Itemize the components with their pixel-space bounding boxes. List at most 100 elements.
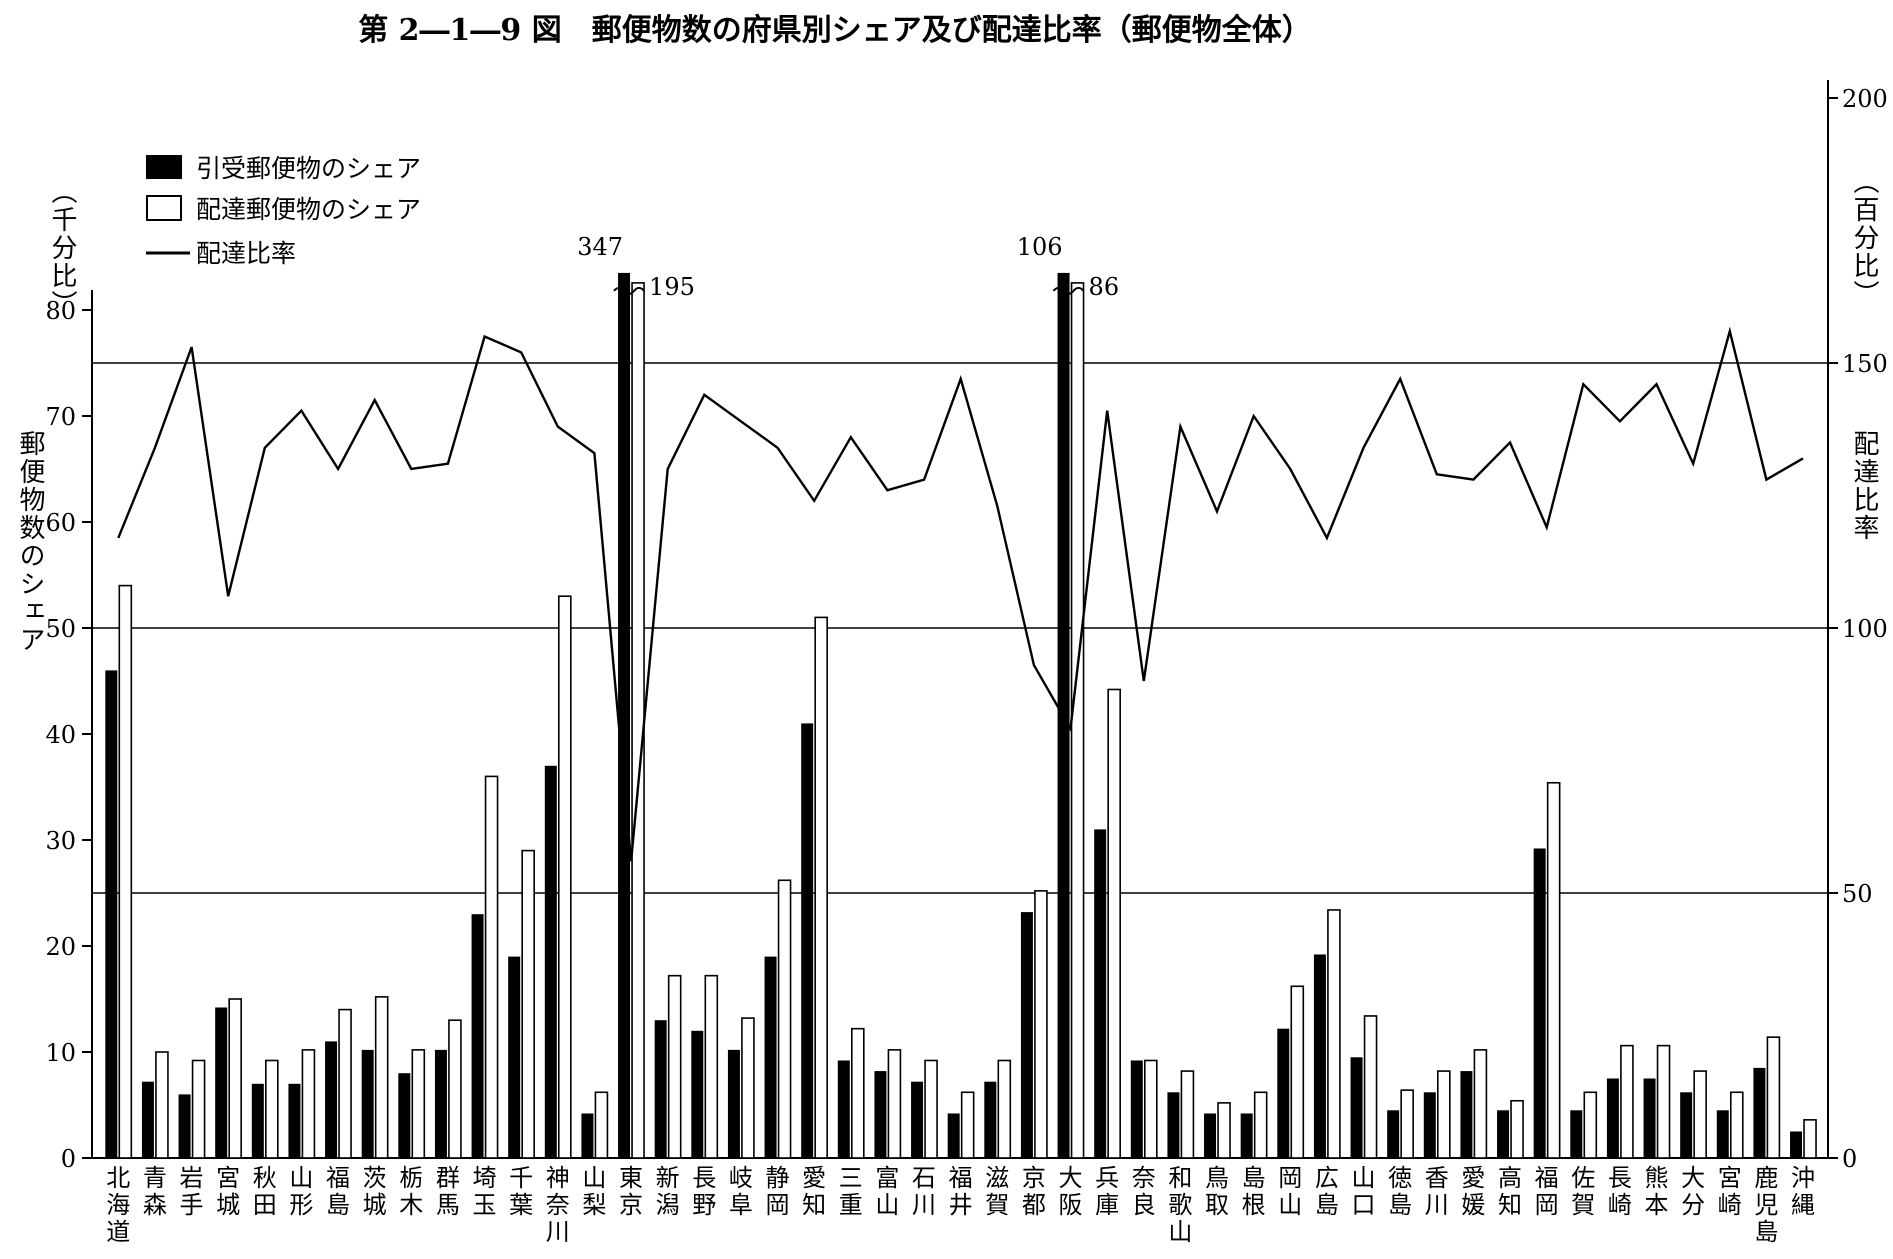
category-label: 青森	[143, 1164, 167, 1219]
bar-accepted	[1570, 1110, 1583, 1158]
bar-accepted	[581, 1113, 594, 1158]
category-label: 長崎	[1608, 1164, 1632, 1219]
category-label: 香川	[1425, 1164, 1449, 1219]
category-label: 岩手	[180, 1164, 204, 1219]
bar-delivered	[301, 1049, 316, 1159]
bar-accepted	[654, 1020, 667, 1158]
break-label-accepted: 106	[1017, 233, 1063, 261]
ratio-line	[117, 326, 1804, 862]
category-label: 鹿児島	[1754, 1164, 1778, 1246]
bar-accepted	[398, 1073, 411, 1158]
bar-delivered	[1400, 1089, 1414, 1159]
category-label: 秋田	[253, 1164, 277, 1219]
break-labels: 347 195 106 86	[577, 233, 1119, 301]
right-axis-unit: （百分比）	[1849, 168, 1879, 308]
axis-break-mark	[1052, 286, 1085, 295]
bar-accepted	[1423, 1092, 1436, 1158]
bar-delivered	[777, 879, 792, 1159]
right-tick-label: 150	[1842, 350, 1888, 378]
legend-label-accepted: 引受郵便物のシェア	[196, 154, 421, 183]
bar-accepted	[215, 1007, 228, 1158]
bar-delivered	[1290, 985, 1305, 1159]
bar-delivered	[1363, 1015, 1378, 1159]
ratio-polyline	[117, 326, 1804, 862]
category-label: 岐阜	[729, 1164, 753, 1219]
bar-delivered	[1766, 1036, 1781, 1159]
bar-delivered	[411, 1049, 426, 1159]
bar-accepted	[1167, 1092, 1180, 1158]
category-label: 群馬	[436, 1164, 460, 1219]
bar-accepted	[1277, 1028, 1290, 1158]
bar-delivered	[265, 1059, 279, 1159]
bar-accepted	[1094, 829, 1107, 1158]
category-label: 広島	[1315, 1164, 1339, 1219]
bar-delivered	[1510, 1099, 1524, 1159]
bar-accepted	[1460, 1071, 1473, 1158]
left-tick-label: 30	[45, 827, 76, 855]
right-axis-label: 配達比率	[1849, 430, 1879, 542]
left-tick-label: 60	[45, 509, 76, 537]
category-label: 島根	[1242, 1164, 1266, 1219]
bar-accepted	[1790, 1131, 1803, 1158]
bar-delivered	[1803, 1119, 1817, 1159]
category-label: 熊本	[1645, 1164, 1669, 1219]
bar-delivered	[191, 1059, 206, 1159]
bar-accepted	[874, 1071, 887, 1158]
bar-delivered	[374, 996, 389, 1159]
bar-delivered	[228, 998, 242, 1159]
left-axis: 0 10 20 30 40 50 60 70 80 （千分比） 郵便物数のシェア	[15, 178, 93, 1173]
bar-accepted	[1716, 1110, 1729, 1158]
category-label: 奈良	[1132, 1164, 1156, 1219]
bar-delivered	[1546, 781, 1561, 1159]
bar-accepted	[1204, 1113, 1217, 1158]
bar-accepted	[764, 956, 777, 1158]
category-label: 東京	[619, 1164, 643, 1219]
category-label: 石川	[912, 1164, 936, 1219]
bar-accepted	[1130, 1060, 1143, 1158]
left-tick-label: 80	[45, 297, 76, 325]
bar-delivered	[338, 1008, 352, 1159]
legend-swatch-delivered	[146, 195, 182, 221]
category-label: 三重	[839, 1164, 863, 1219]
category-label: 茨城	[363, 1164, 387, 1219]
bar-accepted	[1643, 1078, 1656, 1158]
category-label: 岡山	[1278, 1164, 1302, 1219]
bar-accepted	[325, 1041, 338, 1158]
category-label: 栃木	[399, 1164, 423, 1219]
left-axis-label: 郵便物数のシェア	[15, 430, 45, 654]
category-label: 愛媛	[1461, 1164, 1485, 1219]
left-tick-label: 50	[45, 615, 76, 643]
category-label: 新潟	[656, 1164, 680, 1219]
bar-accepted	[1350, 1057, 1363, 1158]
bar-delivered	[924, 1059, 938, 1159]
bar-delivered	[631, 282, 645, 1159]
bar-accepted	[984, 1081, 997, 1158]
bar-accepted	[471, 914, 484, 1158]
category-label: 佐賀	[1571, 1164, 1595, 1219]
category-label: 埼玉	[473, 1164, 497, 1219]
right-axis-ticks: 0 50 100 150 200	[1828, 85, 1888, 1173]
category-label: 神奈川	[546, 1164, 570, 1246]
bar-accepted	[618, 272, 631, 1158]
bar-delivered	[960, 1091, 975, 1159]
category-label: 福島	[326, 1164, 350, 1219]
category-label: 山口	[1352, 1164, 1376, 1219]
break-label-delivered: 195	[649, 273, 695, 301]
category-label: 大分	[1681, 1164, 1705, 1219]
bar-accepted	[434, 1049, 447, 1158]
right-tick-label: 0	[1842, 1145, 1857, 1173]
category-label: 愛知	[802, 1164, 826, 1219]
bar-accepted	[251, 1083, 264, 1158]
category-label: 福井	[949, 1164, 973, 1219]
break-label-accepted: 347	[577, 233, 623, 261]
bar-delivered	[118, 584, 133, 1159]
category-label: 富山	[875, 1164, 899, 1219]
bar-delivered	[704, 974, 719, 1159]
bars	[105, 272, 1817, 1159]
left-tick-label: 40	[45, 721, 76, 749]
bar-delivered	[1656, 1044, 1671, 1159]
bar-delivered	[667, 974, 682, 1159]
bar-accepted	[178, 1094, 191, 1158]
category-label: 山形	[289, 1164, 313, 1219]
